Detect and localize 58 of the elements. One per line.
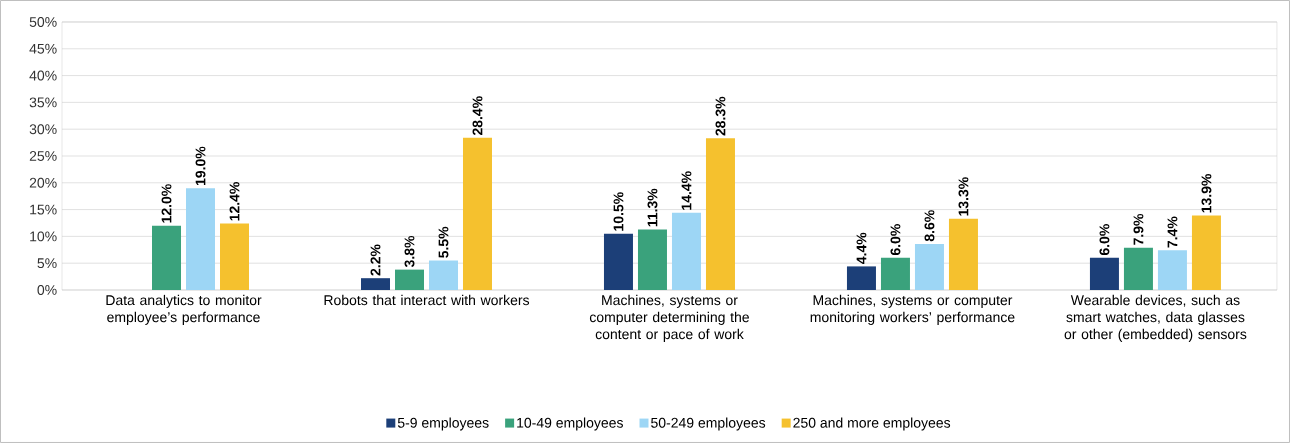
bar <box>948 218 978 290</box>
legend-label: 5-9 employees <box>397 417 489 431</box>
data-label: 12.0% <box>161 184 172 223</box>
bar <box>637 229 667 290</box>
bar <box>880 257 910 290</box>
y-tick-label: 35% <box>29 97 57 108</box>
data-label: 19.0% <box>195 146 206 186</box>
x-tick-label: Data analytics to monitor employee’s performance <box>106 294 262 325</box>
data-label: 13.3% <box>958 177 969 216</box>
data-label: 10.5% <box>613 192 624 231</box>
data-label: 6.0% <box>890 224 901 256</box>
bar <box>1191 215 1221 290</box>
y-tick-label: 10% <box>30 231 57 242</box>
y-tick-label: 50% <box>29 17 57 27</box>
bar <box>220 223 250 290</box>
bar <box>1089 257 1119 290</box>
bar <box>360 278 390 290</box>
y-tick-label: 0% <box>37 285 57 295</box>
bar <box>603 233 633 290</box>
x-tick-label: Machines, systems or computer monitoring workers’ performance <box>810 294 1015 325</box>
bar <box>705 138 735 290</box>
data-label: 8.6% <box>924 210 935 242</box>
bar <box>671 212 701 290</box>
x-tick-label: Wearable devices, such as smart watches, data glasses or other (embedded) sensors <box>1064 294 1247 342</box>
bar <box>462 137 492 290</box>
bar <box>1123 247 1153 290</box>
x-tick-label: Robots that interact with workers <box>324 294 530 306</box>
data-label: 28.4% <box>472 96 483 136</box>
bar <box>394 269 424 290</box>
data-label: 2.2% <box>370 244 381 276</box>
data-label: 7.4% <box>1167 216 1178 248</box>
y-tick-label: 45% <box>29 43 57 54</box>
data-label: 5.5% <box>438 226 449 258</box>
x-tick-label: Machines, systems or computer determining the content or pace of work <box>589 294 749 342</box>
y-tick-label: 40% <box>29 70 57 81</box>
bar <box>428 260 458 290</box>
data-label: 6.0% <box>1099 224 1110 256</box>
data-label: 13.9% <box>1201 173 1212 213</box>
data-label: 12.4% <box>229 182 240 221</box>
y-tick-label: 30% <box>29 124 57 135</box>
y-tick-label: 15% <box>30 204 57 215</box>
y-tick-label: 20% <box>29 177 57 188</box>
y-tick-label: 25% <box>29 151 57 161</box>
bar <box>914 243 944 290</box>
bar <box>186 188 216 290</box>
bar <box>1157 250 1187 290</box>
data-label: 14.4% <box>681 171 692 210</box>
data-label: 11.3% <box>647 188 658 227</box>
data-label: 4.4% <box>856 232 867 264</box>
legend-label: 10-49 employees <box>517 417 623 431</box>
bar <box>846 266 876 290</box>
legend-label: 250 and more employees <box>793 417 951 431</box>
data-label: 3.8% <box>404 235 415 268</box>
data-label: 28.3% <box>715 96 726 136</box>
data-label: 7.9% <box>1133 213 1144 245</box>
y-tick-label: 5% <box>37 258 57 269</box>
legend-label: 50-249 employees <box>651 417 766 431</box>
bar <box>152 225 182 290</box>
